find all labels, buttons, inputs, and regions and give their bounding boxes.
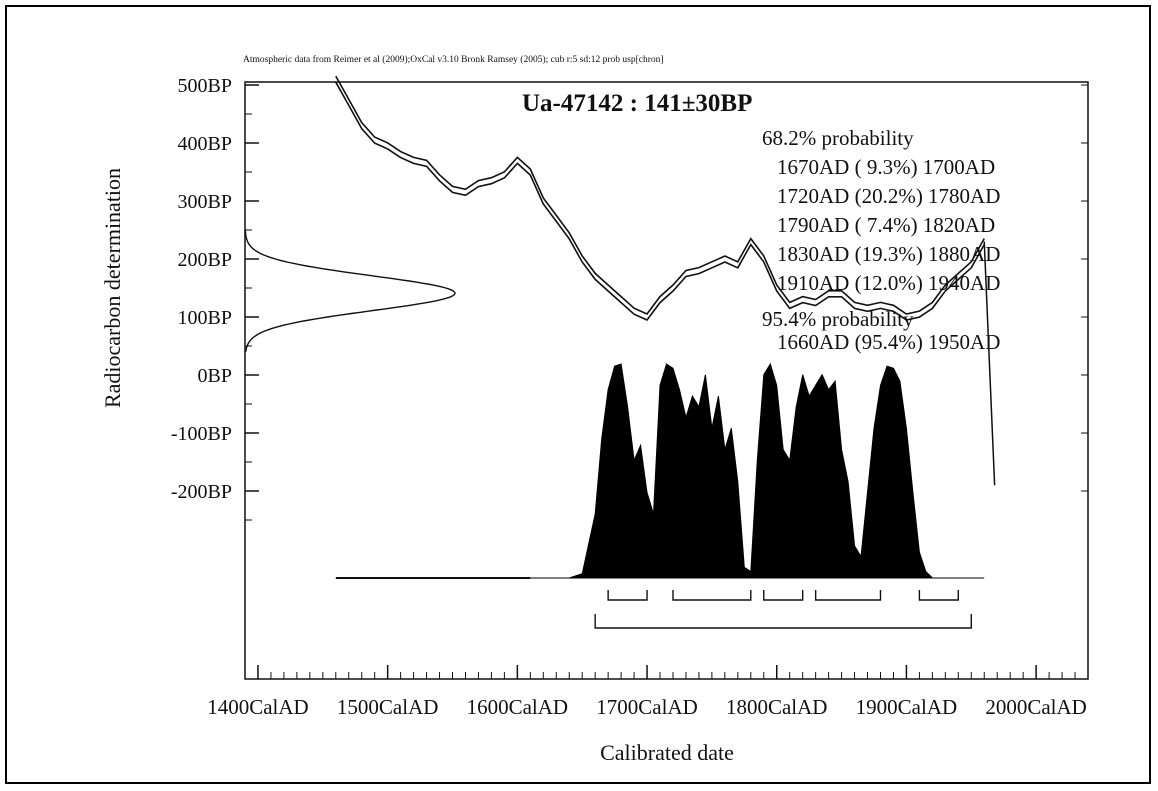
y-tick-label: -100BP bbox=[171, 423, 232, 445]
y-tick-label: 400BP bbox=[178, 133, 232, 155]
y-tick-label: 500BP bbox=[178, 75, 232, 97]
figure-frame bbox=[5, 5, 1151, 784]
x-axis-title: Calibrated date bbox=[600, 740, 734, 765]
measurement-gaussian bbox=[244, 229, 456, 352]
range-68-line: 1670AD ( 9.3%) 1700AD bbox=[777, 155, 995, 179]
calibrated-probability-area bbox=[530, 362, 985, 579]
range-95-bracket bbox=[594, 614, 972, 629]
measurement-distribution-layer bbox=[244, 229, 456, 352]
probability-range-brackets bbox=[594, 590, 972, 629]
y-tick-label: -200BP bbox=[171, 481, 232, 503]
x-axis-tick-labels: 1400CalAD 1500CalAD 1600CalAD 1700CalAD 1800… bbox=[207, 695, 1087, 719]
x-tick-label: 2000CalAD bbox=[985, 695, 1087, 719]
range-68-bracket bbox=[607, 590, 648, 601]
y-tick-label: 200BP bbox=[178, 249, 232, 271]
x-tick-label: 1600CalAD bbox=[467, 695, 569, 719]
heading-68: 68.2% probability bbox=[762, 126, 914, 150]
range-68-bracket bbox=[814, 590, 882, 601]
x-tick-label: 1400CalAD bbox=[207, 695, 309, 719]
range-95-line: 1660AD (95.4%) 1950AD bbox=[777, 330, 1000, 354]
y-tick-label: 100BP bbox=[178, 307, 232, 329]
x-tick-label: 1800CalAD bbox=[726, 695, 828, 719]
range-68-line: 1830AD (19.3%) 1880AD bbox=[777, 242, 1000, 266]
range-68-bracket bbox=[918, 590, 960, 601]
calibration-curve-lower bbox=[335, 81, 985, 321]
calibration-curve-tail bbox=[983, 241, 996, 486]
credit-text: Atmospheric data from Reimer et al (2009… bbox=[243, 54, 664, 65]
calibrated-distribution-layer bbox=[335, 362, 985, 579]
range-68-line: 1910AD (12.0%) 1940AD bbox=[777, 271, 1000, 295]
x-tick-label: 1500CalAD bbox=[337, 695, 439, 719]
x-tick-label: 1700CalAD bbox=[596, 695, 698, 719]
calibration-curve-upper bbox=[335, 75, 985, 315]
y-axis-tick-labels: 500BP 400BP 300BP 200BP 100BP 0BP -100BP -200BP bbox=[171, 75, 232, 503]
range-68-line: 1720AD (20.2%) 1780AD bbox=[777, 184, 1000, 208]
y-axis-title: Radiocarbon determination bbox=[100, 168, 125, 408]
plot-area bbox=[244, 81, 1089, 680]
calibration-curve-layer bbox=[335, 75, 996, 486]
probability-summary: 68.2% probability 1670AD ( 9.3%) 1700AD … bbox=[762, 126, 1000, 354]
y-tick-label: 300BP bbox=[178, 191, 232, 213]
range-68-line: 1790AD ( 7.4%) 1820AD bbox=[777, 213, 995, 237]
chart-title: Ua-47142 : 141±30BP bbox=[522, 90, 752, 117]
range-68-bracket bbox=[763, 590, 804, 601]
x-axis-ticks bbox=[257, 665, 1076, 679]
y-tick-label: 0BP bbox=[198, 365, 232, 387]
heading-95: 95.4% probability bbox=[762, 307, 914, 331]
y-axis-ticks bbox=[245, 84, 1088, 521]
range-68-bracket bbox=[672, 590, 752, 601]
x-tick-label: 1900CalAD bbox=[856, 695, 958, 719]
